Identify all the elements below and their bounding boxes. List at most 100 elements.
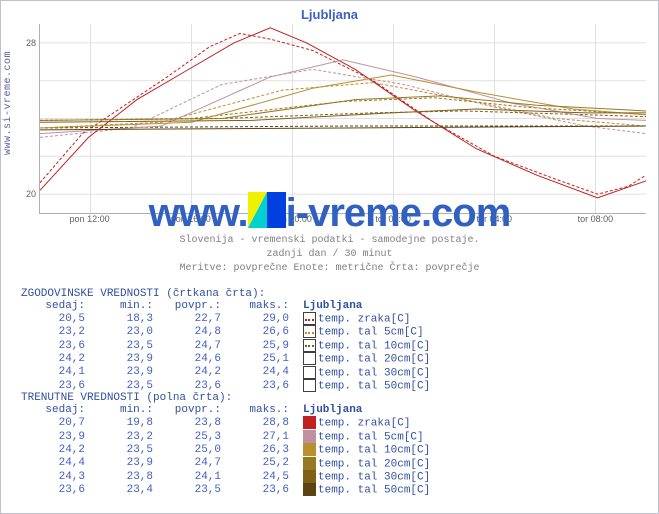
cell: 23,4	[89, 483, 157, 496]
color-swatch	[303, 325, 316, 338]
cell: 23,6	[21, 483, 89, 496]
color-swatch	[303, 430, 316, 443]
cell: 24,1	[157, 470, 225, 483]
cell: 25,9	[225, 339, 293, 352]
cell: 25,0	[157, 443, 225, 456]
x-tick-label: tor 08:00	[578, 214, 614, 224]
cell: 23,6	[21, 339, 89, 352]
cell: 23,5	[157, 483, 225, 496]
chart-title: Ljubljana	[1, 1, 658, 24]
y-tick-label: 28	[26, 38, 36, 48]
color-swatch	[303, 483, 316, 496]
cell: 23,9	[89, 352, 157, 365]
cell: 23,9	[89, 366, 157, 379]
cell: 23,8	[157, 416, 225, 429]
col-header: maks.:	[225, 300, 293, 312]
table-row: 24,423,924,725,2temp. tal 20cm[C]	[21, 457, 434, 470]
series-label: temp. tal 30cm[C]	[293, 470, 434, 483]
col-header: min.:	[89, 300, 157, 312]
cell: 27,1	[225, 430, 293, 443]
color-swatch	[303, 470, 316, 483]
table-row: 23,223,024,826,6temp. tal 5cm[C]	[21, 325, 434, 338]
series-label: temp. zraka[C]	[293, 312, 434, 325]
table-row: 24,223,525,026,3temp. tal 10cm[C]	[21, 443, 434, 456]
caption-line-3: Meritve: povprečne Enote: metrične Črta:…	[1, 262, 658, 276]
chart-plot-area: 2028	[39, 24, 646, 214]
color-swatch	[303, 443, 316, 456]
x-axis-labels: pon 12:00 pon 16:00 pon 20:00 tor 00:00 tor …	[39, 214, 646, 228]
caption-line-2: zadnji dan / 30 minut	[1, 248, 658, 262]
cell: 24,7	[157, 339, 225, 352]
color-swatch	[303, 457, 316, 470]
cell: 24,4	[21, 457, 89, 470]
table-row: 23,923,225,327,1temp. tal 5cm[C]	[21, 430, 434, 443]
table-row: 24,323,824,124,5temp. tal 30cm[C]	[21, 470, 434, 483]
col-header: min.:	[89, 404, 157, 416]
cell: 26,6	[225, 325, 293, 338]
cell: 26,3	[225, 443, 293, 456]
cell: 24,6	[157, 352, 225, 365]
curr-title: TRENUTNE VREDNOSTI (polna črta):	[21, 392, 658, 404]
cell: 24,1	[21, 366, 89, 379]
x-tick-label: pon 12:00	[70, 214, 110, 224]
cell: 24,3	[21, 470, 89, 483]
x-tick-label: tor 04:00	[476, 214, 512, 224]
loc-header: Ljubljana	[293, 300, 434, 312]
y-tick-label: 20	[26, 189, 36, 199]
series-label: temp. tal 5cm[C]	[293, 430, 434, 443]
table-row: 23,623,423,523,6temp. tal 50cm[C]	[21, 483, 434, 496]
color-swatch	[303, 339, 316, 352]
cell: 20,5	[21, 312, 89, 325]
x-tick-label: tor 00:00	[375, 214, 411, 224]
cell: 23,2	[21, 325, 89, 338]
series-label: temp. tal 50cm[C]	[293, 379, 434, 392]
table-row: 24,123,924,224,4temp. tal 30cm[C]	[21, 366, 434, 379]
series-label: temp. tal 10cm[C]	[293, 339, 434, 352]
loc-header: Ljubljana	[293, 404, 434, 416]
cell: 25,2	[225, 457, 293, 470]
col-header: sedaj:	[21, 404, 89, 416]
col-header: povpr.:	[157, 404, 225, 416]
chart-container: www.si-vreme.com Ljubljana 2028 pon 12:0…	[0, 0, 659, 514]
series-label: temp. zraka[C]	[293, 416, 434, 429]
table-row: 20,518,322,729,0temp. zraka[C]	[21, 312, 434, 325]
cell: 23,9	[89, 457, 157, 470]
cell: 23,5	[89, 339, 157, 352]
col-header: povpr.:	[157, 300, 225, 312]
cell: 23,8	[89, 470, 157, 483]
cell: 23,9	[21, 430, 89, 443]
data-tables: ZGODOVINSKE VREDNOSTI (črtkana črta): se…	[21, 288, 658, 497]
col-header: maks.:	[225, 404, 293, 416]
hist-title: ZGODOVINSKE VREDNOSTI (črtkana črta):	[21, 288, 658, 300]
cell: 25,3	[157, 430, 225, 443]
cell: 24,5	[225, 470, 293, 483]
series-label: temp. tal 10cm[C]	[293, 443, 434, 456]
chart-caption: Slovenija - vremenski podatki - samodejn…	[1, 234, 658, 276]
chart-svg	[40, 24, 646, 213]
cell: 23,6	[225, 483, 293, 496]
series-label: temp. tal 30cm[C]	[293, 366, 434, 379]
x-tick-label: pon 20:00	[272, 214, 312, 224]
site-link-vertical[interactable]: www.si-vreme.com	[3, 51, 14, 155]
cell: 24,2	[21, 352, 89, 365]
cell: 23,6	[225, 379, 293, 392]
color-swatch	[303, 416, 316, 429]
cell: 23,5	[89, 379, 157, 392]
cell: 23,6	[21, 379, 89, 392]
cell: 24,2	[21, 443, 89, 456]
table-row: 20,719,823,828,8temp. zraka[C]	[21, 416, 434, 429]
cell: 22,7	[157, 312, 225, 325]
cell: 23,6	[157, 379, 225, 392]
x-tick-label: pon 16:00	[171, 214, 211, 224]
cell: 24,8	[157, 325, 225, 338]
cell: 24,7	[157, 457, 225, 470]
cell: 20,7	[21, 416, 89, 429]
series-label: temp. tal 20cm[C]	[293, 352, 434, 365]
cell: 23,0	[89, 325, 157, 338]
caption-line-1: Slovenija - vremenski podatki - samodejn…	[1, 234, 658, 248]
cell: 24,2	[157, 366, 225, 379]
cell: 23,2	[89, 430, 157, 443]
color-swatch	[303, 379, 316, 392]
cell: 28,8	[225, 416, 293, 429]
series-label: temp. tal 5cm[C]	[293, 325, 434, 338]
